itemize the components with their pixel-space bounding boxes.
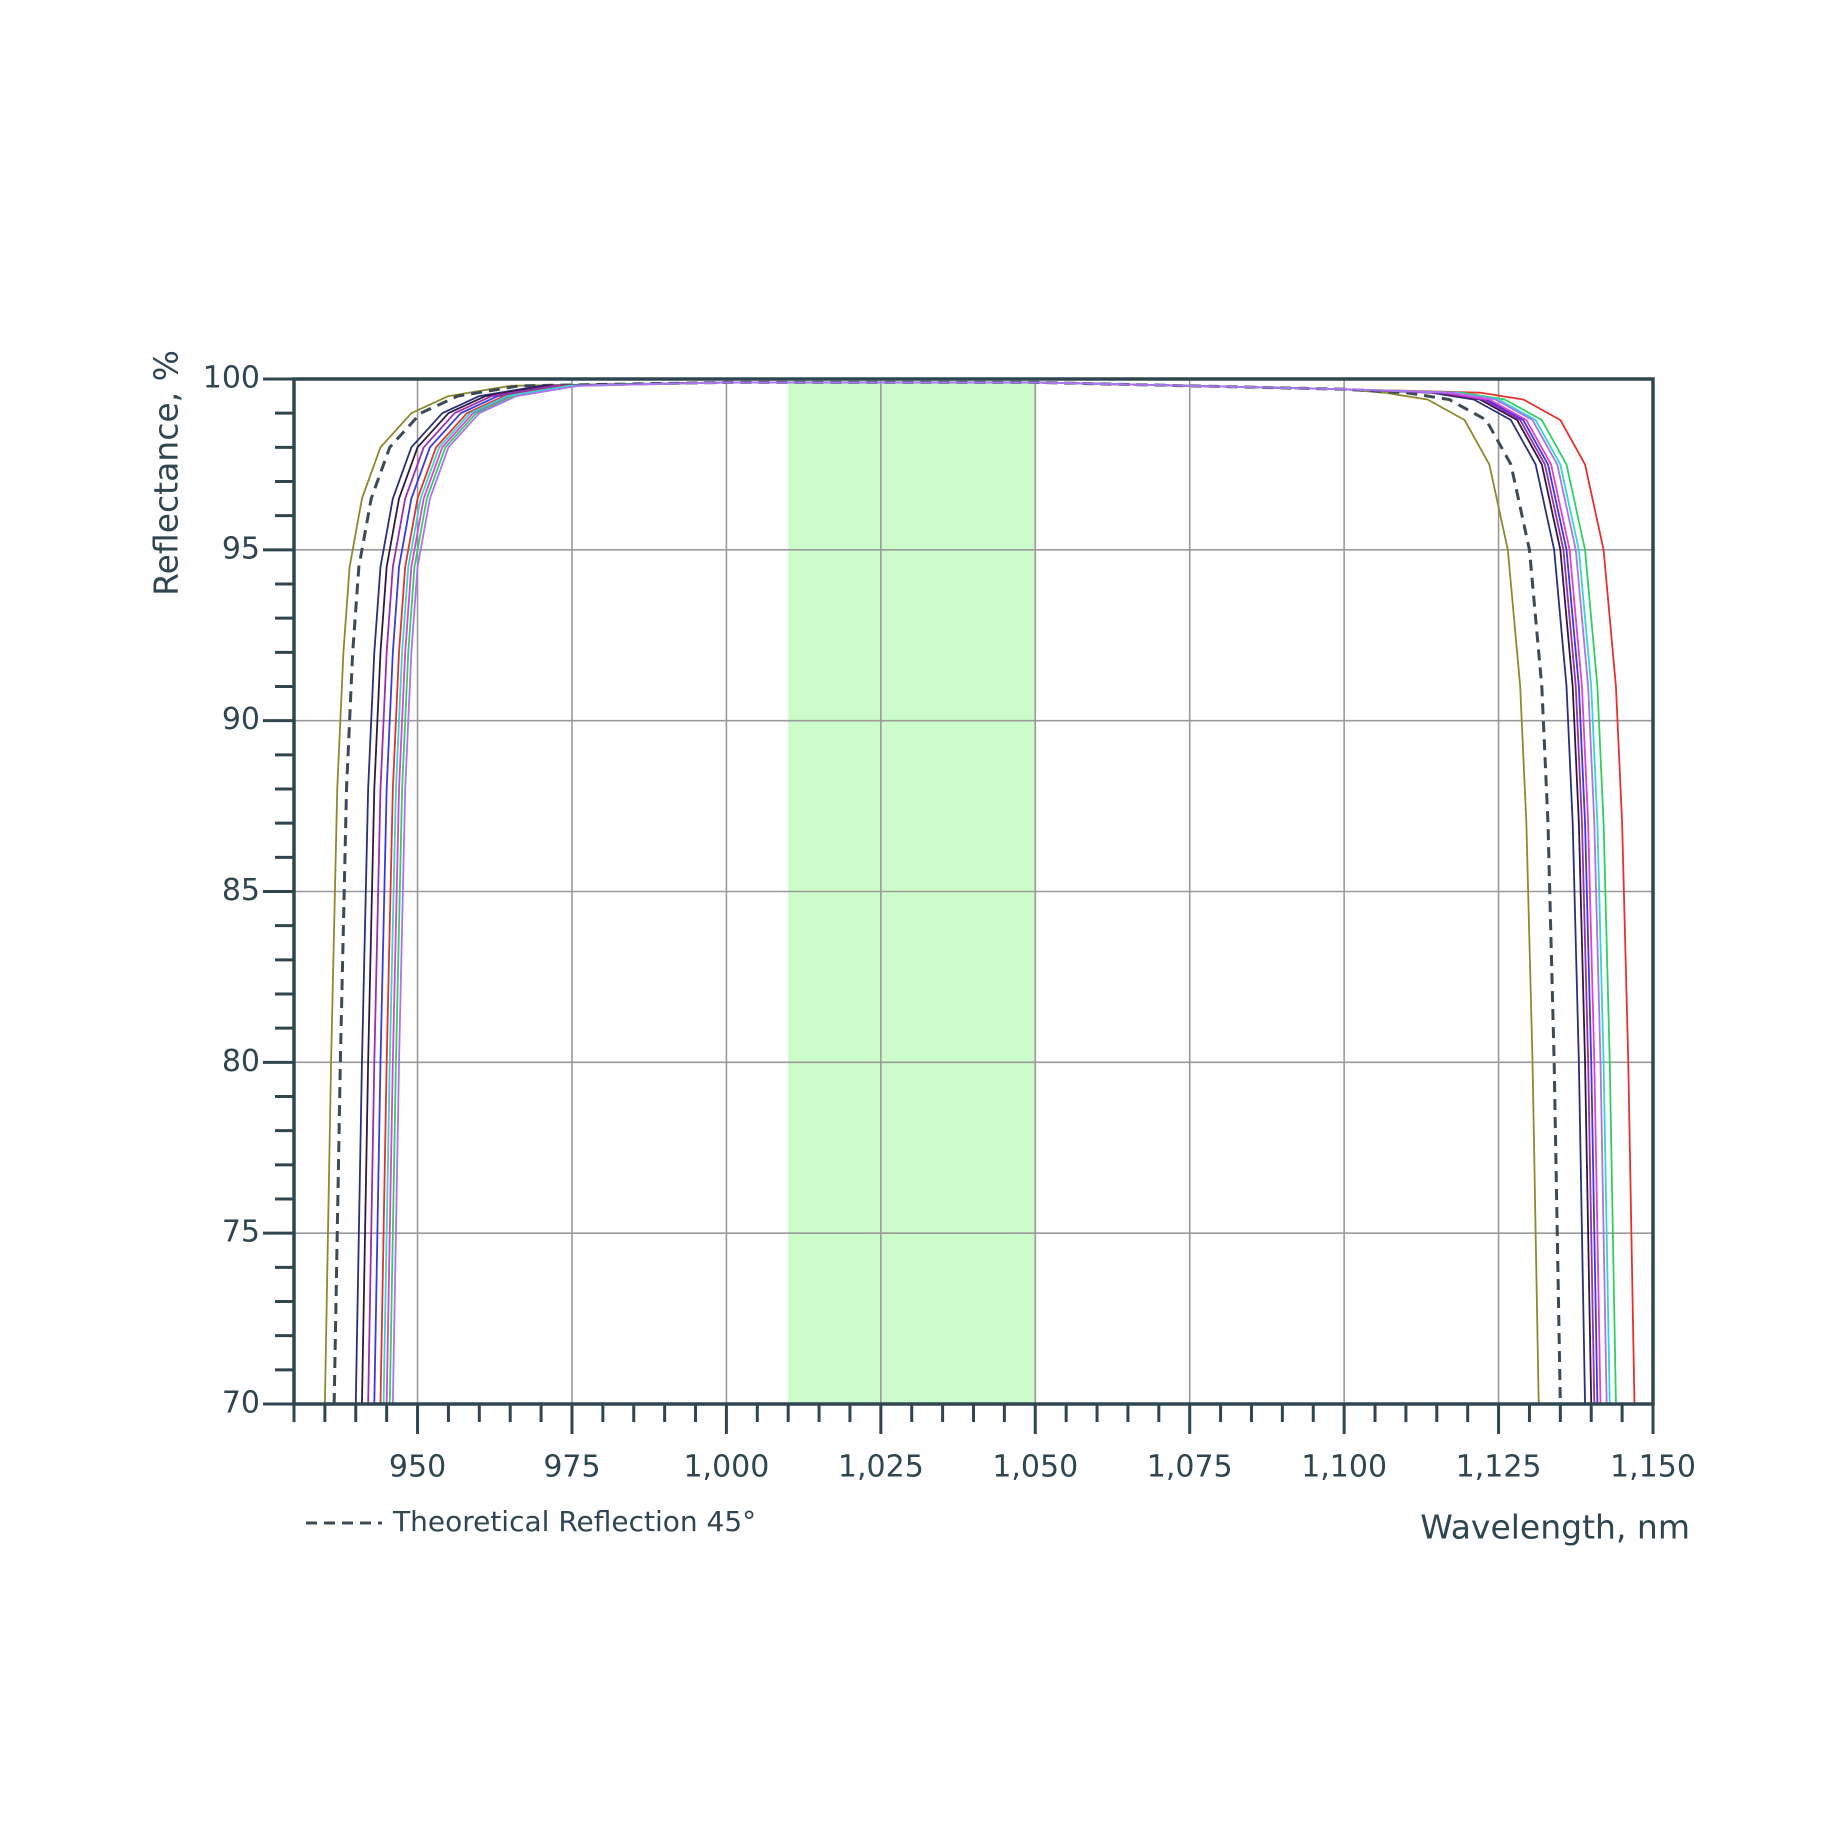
line bbox=[391, 381, 1608, 1404]
y-tick-label: 75 bbox=[222, 1215, 260, 1250]
x-axis-label: Wavelength, nm bbox=[1420, 1508, 1690, 1547]
y-tick-label: 90 bbox=[222, 702, 260, 737]
y-tick-label: 85 bbox=[222, 873, 260, 908]
x-tick-label: 1,150 bbox=[1610, 1450, 1696, 1485]
x-tick-label: 950 bbox=[389, 1450, 446, 1485]
x-tick-label: 1,050 bbox=[992, 1450, 1078, 1485]
y-tick-label: 100 bbox=[203, 361, 260, 396]
x-tick-label: 975 bbox=[543, 1450, 600, 1485]
y-tick-label: 70 bbox=[222, 1386, 260, 1421]
y-tick-label: 95 bbox=[222, 531, 260, 566]
x-tick-label: 1,100 bbox=[1301, 1450, 1387, 1485]
x-tick-label: 1,000 bbox=[683, 1450, 769, 1485]
legend-label: Theoretical Reflection 45° bbox=[392, 1505, 756, 1538]
dashed-line bbox=[332, 380, 1562, 1404]
y-axis-label: Reflectance, % bbox=[147, 350, 186, 596]
x-tick-label: 1,125 bbox=[1456, 1450, 1542, 1485]
plot-lines bbox=[323, 380, 1636, 1404]
x-tick-label: 1,075 bbox=[1147, 1450, 1233, 1485]
y-tick-label: 80 bbox=[222, 1044, 260, 1079]
x-tick-label: 1,025 bbox=[838, 1450, 924, 1485]
plot-frame bbox=[292, 377, 1655, 1406]
